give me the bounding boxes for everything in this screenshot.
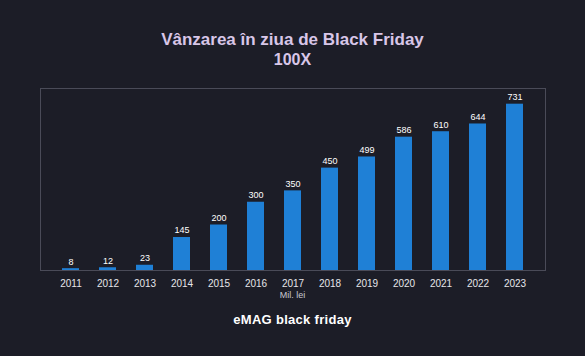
svg-text:2017: 2017 bbox=[282, 278, 305, 289]
svg-text:350: 350 bbox=[285, 179, 300, 189]
svg-text:450: 450 bbox=[322, 156, 337, 166]
svg-text:145: 145 bbox=[174, 225, 189, 235]
svg-text:8: 8 bbox=[68, 257, 73, 267]
svg-text:2023: 2023 bbox=[504, 278, 527, 289]
svg-text:2020: 2020 bbox=[393, 278, 416, 289]
svg-text:2013: 2013 bbox=[134, 278, 157, 289]
svg-text:586: 586 bbox=[396, 125, 411, 135]
svg-text:2022: 2022 bbox=[467, 278, 490, 289]
svg-text:2016: 2016 bbox=[245, 278, 268, 289]
svg-text:644: 644 bbox=[470, 112, 485, 122]
svg-text:23: 23 bbox=[140, 253, 150, 263]
svg-text:610: 610 bbox=[433, 120, 448, 130]
svg-text:2021: 2021 bbox=[430, 278, 453, 289]
html-text:eMAG black friday: eMAG black friday bbox=[233, 312, 352, 327]
svg-text:300: 300 bbox=[248, 190, 263, 200]
svg-text:731: 731 bbox=[507, 92, 522, 102]
svg-text:2015: 2015 bbox=[208, 278, 231, 289]
html-text:100X: 100X bbox=[273, 51, 312, 68]
svg-text:499: 499 bbox=[359, 145, 374, 155]
svg-text:2019: 2019 bbox=[356, 278, 379, 289]
svg-text:12: 12 bbox=[103, 256, 113, 266]
html-text:Mil. lei: Mil. lei bbox=[279, 290, 306, 300]
svg-text:200: 200 bbox=[211, 213, 226, 223]
svg-text:2011: 2011 bbox=[60, 278, 82, 289]
html-text:Vânzarea în ziua de Black Frid: Vânzarea în ziua de Black Friday bbox=[161, 30, 424, 49]
svg-text:2012: 2012 bbox=[97, 278, 120, 289]
svg-text:2014: 2014 bbox=[171, 278, 194, 289]
svg-text:2018: 2018 bbox=[319, 278, 342, 289]
